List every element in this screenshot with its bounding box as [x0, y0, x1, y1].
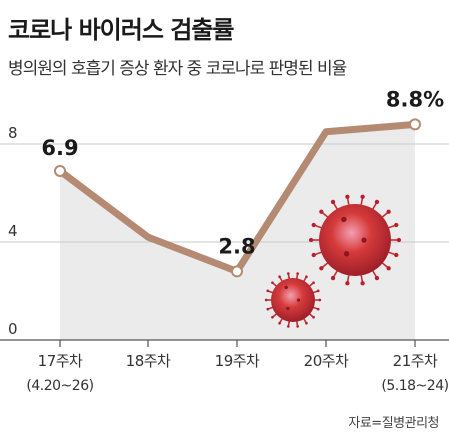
data-label: 2.8	[218, 234, 255, 258]
y-tick-label: 0	[8, 320, 18, 338]
x-tick-label: 20주차	[304, 352, 349, 370]
x-tick-sublabel: (5.18~24)	[381, 378, 448, 394]
x-tick-label: 18주차	[126, 352, 171, 370]
data-point-marker	[231, 265, 243, 278]
x-tick-label: 19주차	[215, 352, 260, 370]
chart-title: 코로나 바이러스 검출률	[8, 16, 235, 44]
chart-subtitle: 병의원의 호흡기 증상 환자 중 코로나로 판명된 비율	[8, 59, 347, 79]
data-label: 6.9	[41, 136, 78, 160]
x-tick-sublabel: (4.20~26)	[26, 378, 93, 394]
y-tick-label: 8	[8, 124, 18, 142]
virus-illustration-large	[308, 194, 402, 286]
virus-illustration-small	[264, 272, 322, 328]
y-tick-label: 4	[8, 222, 18, 240]
chart-area-fill	[60, 124, 415, 341]
x-tick-label: 17주차	[38, 352, 83, 370]
data-label: 8.8%	[386, 87, 444, 111]
source-note: 자료=질병관리청	[348, 416, 439, 431]
x-tick-label: 21주차	[393, 352, 438, 370]
data-point-marker	[409, 118, 421, 131]
data-point-marker	[54, 164, 66, 177]
